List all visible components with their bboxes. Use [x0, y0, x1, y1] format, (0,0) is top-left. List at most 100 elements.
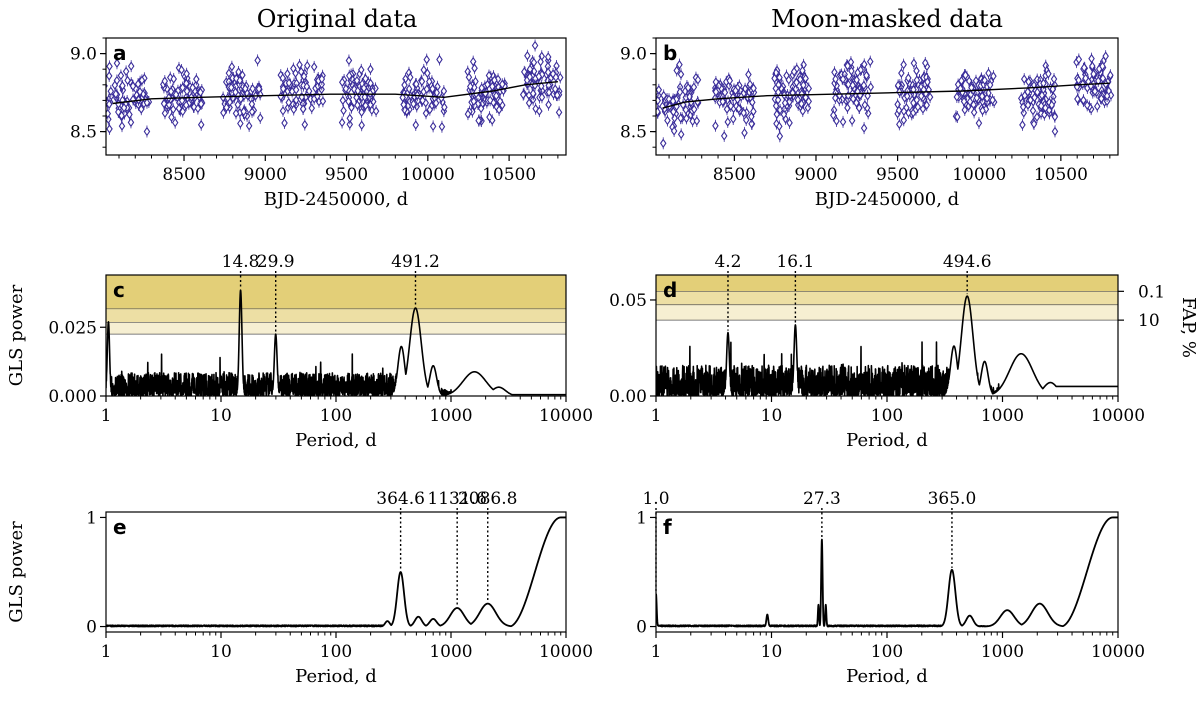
data-point — [197, 87, 204, 98]
x-tick-label: 10000 — [952, 165, 1006, 185]
data-point — [429, 121, 437, 132]
data-point — [237, 118, 244, 129]
data-point — [746, 79, 754, 90]
y-tick-label: 0 — [86, 618, 97, 638]
data-point — [318, 74, 326, 84]
data-point — [1029, 105, 1037, 116]
data-point — [773, 109, 781, 120]
x-tick-label: 1000 — [981, 642, 1024, 662]
x-axis-label: Period, d — [295, 666, 377, 687]
x-tick-label: 10000 — [539, 642, 593, 662]
data-point — [1024, 100, 1032, 110]
data-point — [353, 75, 361, 86]
data-point — [290, 63, 297, 74]
data-point — [1099, 73, 1107, 84]
x-tick-label: 1000 — [429, 406, 472, 426]
data-point — [300, 71, 308, 82]
data-point — [1037, 101, 1045, 111]
data-point — [521, 67, 528, 77]
fap-band-0.1 — [106, 275, 566, 309]
data-point — [1107, 90, 1115, 101]
data-point — [989, 95, 996, 105]
x-tick-label: 100 — [320, 642, 352, 662]
data-point — [1099, 61, 1106, 72]
fap-band-1 — [106, 308, 566, 323]
panel-letter: c — [113, 278, 125, 302]
data-point — [301, 119, 309, 130]
panel-letter: e — [113, 515, 127, 539]
data-point — [406, 72, 414, 83]
data-point — [553, 90, 561, 100]
y-axis-label: GLS power — [6, 284, 27, 386]
data-point — [161, 76, 169, 86]
data-point — [774, 95, 782, 105]
data-point — [474, 99, 482, 109]
data-point — [168, 112, 175, 123]
data-point — [741, 128, 748, 138]
data-point — [464, 109, 472, 119]
data-point — [776, 121, 783, 132]
x-tick-label: 10500 — [482, 165, 536, 185]
data-point — [1031, 92, 1038, 103]
data-point — [423, 84, 431, 94]
data-point — [1027, 95, 1034, 105]
panel-letter: a — [113, 41, 127, 65]
data-point — [292, 85, 300, 95]
data-point — [127, 117, 135, 128]
data-point — [979, 105, 986, 116]
data-point — [1033, 112, 1041, 122]
data-point — [227, 82, 235, 93]
gls-power-line — [656, 516, 1118, 628]
data-point — [360, 83, 368, 93]
peak-label: 27.3 — [803, 489, 841, 509]
data-point — [348, 102, 355, 113]
data-point — [923, 100, 930, 110]
data-point — [1051, 112, 1059, 122]
data-point — [106, 99, 113, 109]
data-point — [725, 80, 733, 91]
data-point — [799, 106, 807, 116]
data-point — [898, 68, 905, 78]
data-point — [848, 66, 855, 76]
data-point — [362, 100, 369, 111]
data-point — [673, 65, 680, 76]
data-point — [866, 56, 874, 67]
data-point — [538, 92, 546, 103]
data-points — [656, 50, 1115, 150]
data-point — [986, 80, 994, 90]
data-point — [798, 89, 806, 99]
data-point — [367, 78, 374, 89]
data-point — [194, 103, 202, 114]
data-point — [1089, 61, 1096, 71]
fap-tick-label: 0.1 — [1138, 282, 1165, 302]
panel-a: a 8500 9000 9500 10000 10500 8.5 9.0 BJD-2450000… — [70, 37, 567, 210]
data-point — [750, 83, 757, 94]
x-tick-label: 9000 — [244, 165, 287, 185]
data-point — [178, 95, 186, 106]
data-point — [127, 61, 135, 71]
data-point — [338, 117, 346, 128]
data-point — [357, 65, 365, 75]
data-point — [659, 138, 667, 149]
data-point — [913, 75, 921, 85]
data-point — [1020, 74, 1028, 84]
data-point — [118, 110, 125, 121]
x-axis-label: Period, d — [295, 430, 377, 451]
data-point — [345, 96, 352, 107]
data-point — [107, 86, 115, 96]
data-point — [296, 60, 303, 70]
fap-axis-label: FAP, % — [1178, 297, 1199, 358]
data-point — [1048, 100, 1056, 110]
data-point — [245, 121, 253, 131]
data-point — [279, 106, 287, 116]
peak-label: 494.6 — [943, 252, 992, 272]
data-point — [670, 107, 677, 117]
data-point — [917, 91, 925, 101]
fap-band-0.1 — [656, 275, 1118, 292]
x-tick-label: 10000 — [401, 165, 455, 185]
title-original-data: Original data — [257, 5, 418, 33]
data-point — [745, 69, 752, 80]
data-point — [346, 119, 354, 130]
